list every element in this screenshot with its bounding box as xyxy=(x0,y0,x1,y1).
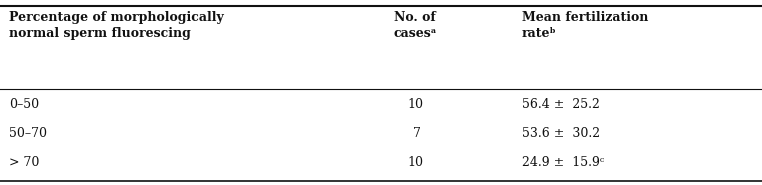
Text: 0–50: 0–50 xyxy=(9,98,40,111)
Text: 7: 7 xyxy=(409,127,421,140)
Text: > 70: > 70 xyxy=(9,156,40,169)
Text: 50–70: 50–70 xyxy=(9,127,47,140)
Text: No. of
casesᵃ: No. of casesᵃ xyxy=(393,11,437,40)
Text: 24.9 ±  15.9ᶜ: 24.9 ± 15.9ᶜ xyxy=(522,156,604,169)
Text: Mean fertilization
rateᵇ: Mean fertilization rateᵇ xyxy=(522,11,648,40)
Text: 56.4 ±  25.2: 56.4 ± 25.2 xyxy=(522,98,600,111)
Text: 10: 10 xyxy=(408,156,423,169)
Text: Percentage of morphologically
normal sperm fluorescing: Percentage of morphologically normal spe… xyxy=(9,11,224,40)
Text: 10: 10 xyxy=(408,98,423,111)
Text: 53.6 ±  30.2: 53.6 ± 30.2 xyxy=(522,127,600,140)
